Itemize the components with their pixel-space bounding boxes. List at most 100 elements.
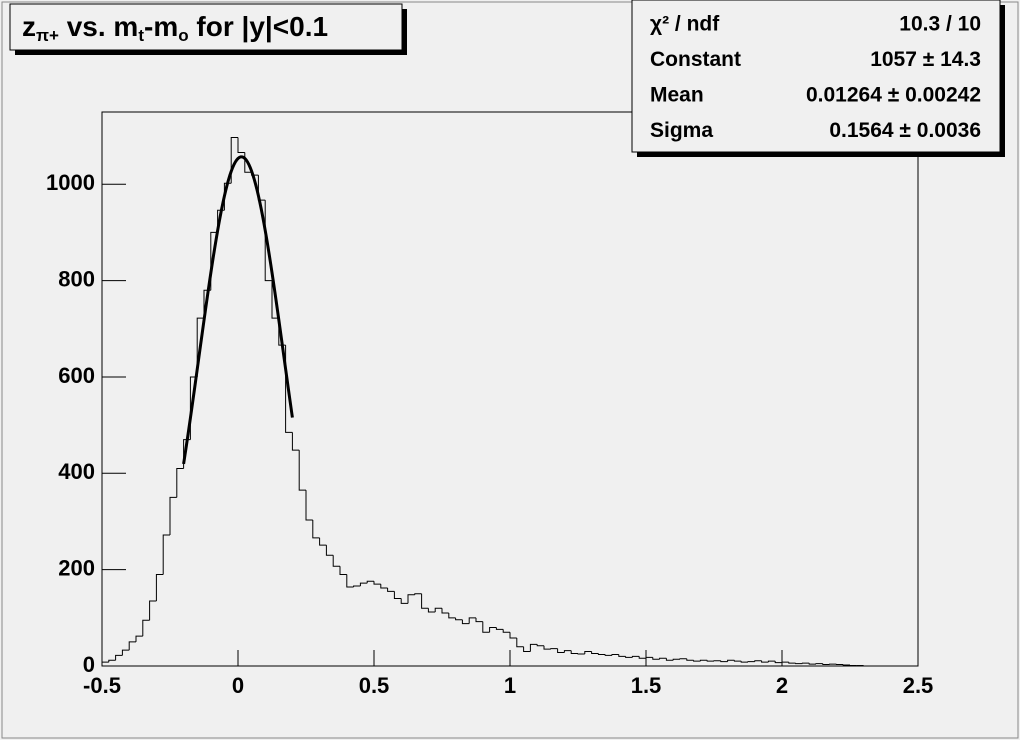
histogram-bin [529, 643, 538, 652]
x-tick-label: -0.5 [83, 673, 121, 698]
histogram-bin [618, 654, 626, 657]
histogram-bin [652, 657, 660, 660]
histogram-bin [495, 627, 504, 630]
histogram-bin [176, 467, 184, 498]
histogram-bin [142, 619, 150, 637]
histogram-bin [353, 585, 361, 587]
histogram-bin [305, 490, 313, 521]
histogram-bin [570, 650, 578, 654]
y-tick-label: 0 [83, 652, 95, 677]
y-tick-label: 1000 [46, 170, 95, 195]
histogram-bin [380, 584, 388, 589]
histogram-bin [169, 496, 177, 535]
histogram-bin [101, 661, 109, 666]
histogram-bin [448, 613, 456, 619]
histogram-bin [523, 646, 531, 653]
title-part: vs. m [59, 11, 138, 42]
histogram-bin [733, 660, 742, 662]
histogram-bin [693, 660, 701, 662]
stats-label: Sigma [650, 119, 713, 142]
histogram-bin [128, 641, 136, 651]
title-part: -m [144, 11, 178, 42]
stats: χ² / ndf 10.3 / 10 Constant 1057 ± 14.3 Mean… [650, 13, 981, 143]
histogram-bin [489, 626, 497, 633]
title-subscript: o [178, 26, 188, 45]
histogram-bin [788, 662, 796, 664]
histogram-bin [604, 654, 612, 656]
histogram-bin [699, 659, 708, 662]
histogram-bin [774, 661, 782, 664]
stats-label: Mean [650, 84, 704, 107]
histogram-bin [455, 617, 463, 621]
histogram-bin [536, 644, 544, 647]
title-box [9, 3, 403, 51]
histogram-bin [291, 432, 300, 451]
plot-frame [101, 111, 919, 667]
histogram-bin [659, 657, 667, 660]
histogram-bin [761, 660, 769, 663]
histogram-bin [373, 581, 381, 585]
histogram-bin [543, 645, 551, 650]
histogram-bin [149, 600, 157, 621]
title-part: z [22, 11, 36, 42]
histogram-bin [400, 598, 408, 604]
histogram-bin [196, 317, 204, 377]
histogram-bin [461, 619, 470, 625]
stats-value: 1057 ± 14.3 [870, 48, 981, 71]
histogram-bin [135, 635, 143, 642]
histogram-bin [727, 659, 735, 662]
histogram-bin [319, 537, 327, 546]
title-subscript: π+ [36, 26, 59, 45]
y-tick-label: 600 [58, 363, 95, 388]
histogram-bin [808, 663, 816, 665]
x-tick-label: 1.5 [631, 673, 662, 698]
histogram-bin [482, 621, 490, 633]
title-subscript: t [138, 26, 144, 45]
histogram-bin [155, 573, 164, 601]
histogram-bin [686, 658, 694, 661]
histogram-bin [421, 593, 429, 609]
histogram-bin [237, 137, 245, 153]
histogram-bin [271, 280, 279, 319]
histogram-bin [767, 660, 776, 663]
histogram-bin [672, 658, 680, 661]
histogram-bin [597, 653, 606, 655]
histogram-bin [563, 650, 572, 653]
histogram-bin [325, 545, 334, 556]
histogram-bin [434, 607, 442, 613]
title-part: for |y|<0.1 [189, 11, 328, 42]
chart-title: zπ+ vs. mt-mo for |y|<0.1 [22, 11, 328, 45]
y-tick-label: 200 [58, 555, 95, 580]
histogram-bin [475, 617, 483, 623]
x-tick-label: 1 [504, 673, 516, 698]
x-tick-label: 0.5 [359, 673, 390, 698]
stats-value: 0.01264 ± 0.00242 [806, 84, 981, 107]
y-tick-label: 400 [58, 459, 95, 484]
histogram-bin [584, 651, 592, 654]
histogram-bin [509, 632, 517, 639]
histogram-bin [115, 654, 123, 661]
histogram-bin [591, 651, 599, 654]
histogram-bin [516, 638, 524, 648]
histogram-bin [298, 450, 306, 491]
stats-value: 10.3 / 10 [899, 13, 981, 36]
histogram-bin [441, 608, 449, 614]
histogram-bin [557, 648, 565, 654]
stats-label: χ² / ndf [650, 13, 720, 36]
histogram-bin [393, 591, 402, 600]
histogram-bin [121, 649, 130, 656]
histogram-bin [346, 574, 354, 588]
histogram-bin [359, 582, 368, 587]
histogram-bin [706, 660, 714, 662]
y-tick-label: 800 [58, 266, 95, 291]
x-tick-label: 2 [776, 673, 788, 698]
stats-value: 0.1564 ± 0.0036 [829, 119, 981, 142]
x-tick-label: 0 [232, 673, 244, 698]
histogram-bin [754, 660, 762, 662]
stats-label: Constant [650, 48, 741, 71]
histogram-bin [366, 580, 374, 584]
histogram-bin [665, 658, 674, 661]
histogram-bin [387, 587, 395, 592]
stats-box [631, 0, 1001, 153]
